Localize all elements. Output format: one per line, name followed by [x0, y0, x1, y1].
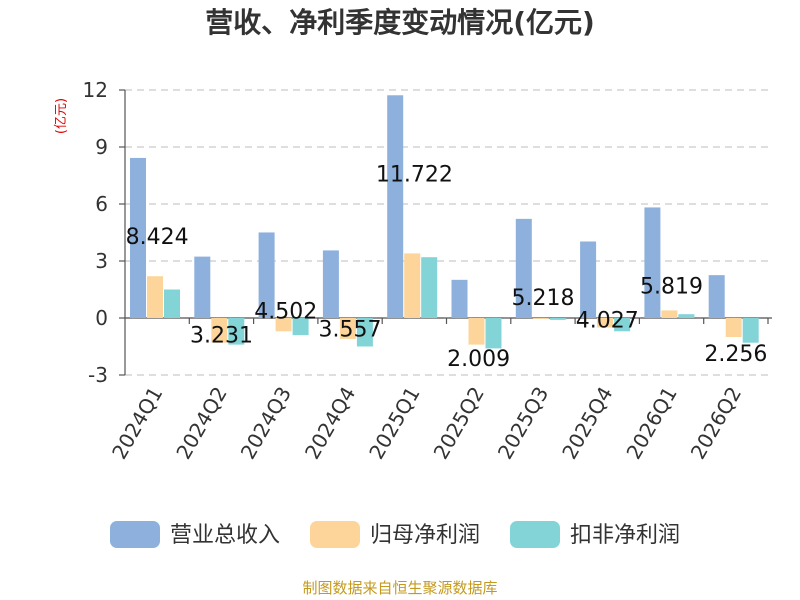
x-axis-tick-label: 2024Q4: [300, 383, 360, 464]
legend-label: 扣非净利润: [570, 523, 680, 548]
data-label: 4.027: [576, 308, 639, 333]
bar-2025Q1-series-3: [421, 257, 438, 318]
bar-2024Q2-series-3: [228, 318, 245, 345]
bar-2026Q2-series-1: [708, 275, 725, 318]
y-axis-tick-label: 12: [83, 78, 108, 102]
bar-2024Q2-series-1: [194, 256, 211, 318]
bar-2025Q4-series-2: [597, 318, 614, 328]
legend-label: 营业总收入: [170, 523, 280, 548]
x-axis-tick-labels: 2024Q1 2024Q2 2024Q3 2024Q4 2025Q1 2025Q2 2025…: [107, 383, 746, 464]
bar-2025Q2-series-3: [485, 318, 502, 349]
bars: [130, 95, 759, 349]
bar-2024Q2-series-2: [211, 318, 228, 343]
data-label: 8.424: [126, 225, 189, 250]
bar-2024Q1-series-1: [130, 157, 146, 318]
source-note: 制图数据来自恒生聚源数据库: [302, 579, 497, 597]
data-label: 5.819: [640, 274, 703, 299]
y-axis-tick-label: 3: [95, 249, 108, 273]
x-axis-tick-label: 2025Q2: [429, 383, 489, 464]
x-axis-tick-label: 2025Q4: [557, 383, 617, 464]
bar-2025Q3-series-1: [515, 218, 532, 318]
bar-2024Q4-series-2: [339, 318, 356, 339]
bar-2025Q4-series-3: [614, 318, 631, 332]
bar-2024Q4-series-3: [356, 318, 373, 347]
x-axis-tick-label: 2024Q2: [171, 383, 231, 464]
bar-2025Q3-series-2: [532, 318, 549, 319]
bar-2026Q2-series-3: [742, 318, 759, 343]
x-axis-tick-label: 2024Q3: [236, 383, 296, 464]
y-axis-tick-label: 6: [95, 192, 108, 216]
y-axis-tick-label: 0: [95, 306, 108, 330]
data-label: 3.557: [319, 317, 382, 342]
legend: 营业总收入 归母净利润 扣非净利润: [110, 521, 680, 548]
y-axis-tick-label: -3: [88, 363, 108, 387]
bar-2025Q3-series-3: [549, 318, 566, 320]
x-axis-tick-label: 2026Q2: [686, 383, 746, 464]
bar-2024Q4-series-1: [322, 250, 339, 318]
bar-2025Q2-series-1: [451, 279, 468, 318]
y-axis-unit-label: (亿元): [54, 98, 69, 134]
legend-swatch: [110, 521, 160, 548]
bar-2025Q1-series-1: [387, 95, 404, 318]
y-axis-tick-labels: 12 9 6 3 0 -3: [83, 78, 108, 387]
bar-2024Q3-series-3: [292, 318, 309, 336]
legend-swatch: [510, 521, 560, 548]
bar-2025Q4-series-1: [580, 241, 597, 318]
bar-2026Q1-series-1: [644, 207, 661, 318]
data-label: 11.722: [376, 162, 453, 187]
x-axis-tick-label: 2025Q1: [364, 383, 424, 464]
bar-2026Q1-series-2: [661, 310, 678, 318]
bar-2025Q2-series-2: [468, 318, 485, 345]
chart-title: 营收、净利季度变动情况(亿元): [205, 6, 595, 39]
bar-2025Q1-series-2: [404, 253, 421, 318]
data-label: 3.231: [190, 324, 253, 349]
bar-2024Q1-series-2: [147, 276, 163, 318]
bar-2024Q3-series-2: [275, 318, 292, 332]
x-axis-tick-label: 2026Q1: [621, 383, 681, 464]
bar-2026Q1-series-3: [678, 314, 695, 318]
legend-swatch: [310, 521, 360, 548]
x-axis-tick-label: 2024Q1: [107, 383, 167, 464]
legend-label: 归母净利润: [370, 523, 480, 548]
data-label: 2.009: [447, 347, 510, 372]
data-label: 2.256: [704, 342, 767, 367]
data-label: 5.218: [511, 286, 574, 311]
bar-2024Q1-series-3: [164, 289, 180, 318]
y-axis-tick-label: 9: [95, 135, 108, 159]
bar-2026Q2-series-2: [725, 318, 742, 337]
x-axis-tick-label: 2025Q3: [493, 383, 553, 464]
bar-2024Q3-series-1: [258, 232, 275, 318]
data-label: 4.502: [254, 299, 317, 324]
